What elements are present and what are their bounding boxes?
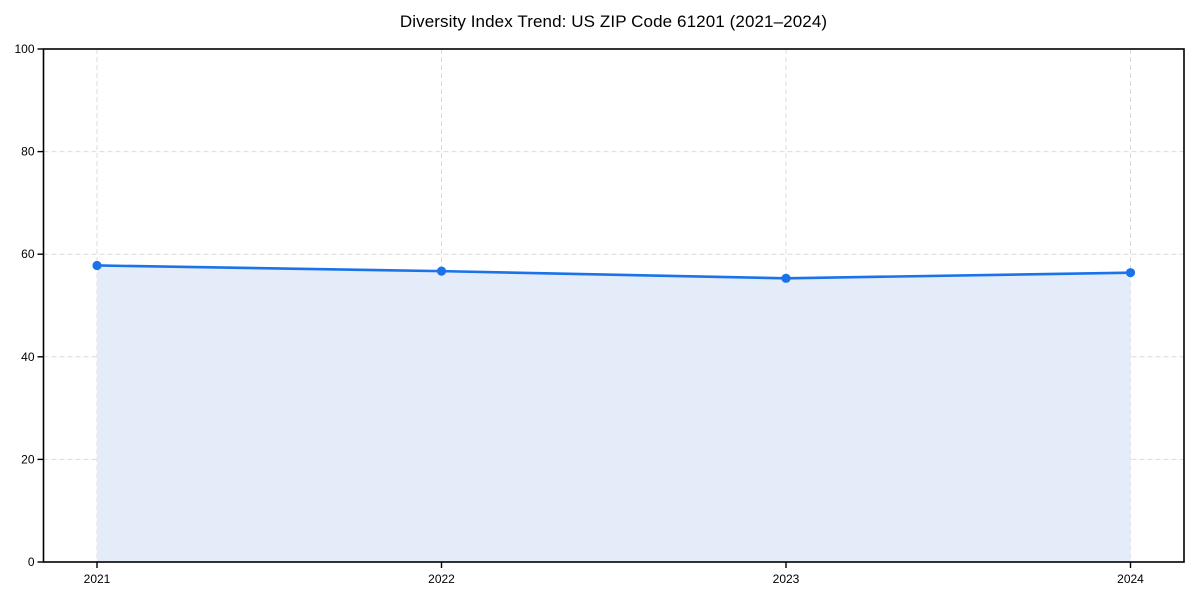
x-tick-label: 2023 bbox=[773, 572, 800, 586]
area-fill bbox=[97, 265, 1131, 562]
y-tick-label: 20 bbox=[21, 452, 35, 466]
y-tick-label: 40 bbox=[21, 350, 35, 364]
x-tick-label: 2021 bbox=[84, 572, 111, 586]
y-tick-label: 60 bbox=[21, 247, 35, 261]
plot-border bbox=[42, 48, 1185, 563]
data-point-marker bbox=[781, 273, 791, 283]
y-tick-label: 0 bbox=[28, 555, 35, 569]
trend-line bbox=[95, 264, 1132, 280]
data-point-marker bbox=[436, 266, 447, 276]
y-tick-label: 80 bbox=[21, 145, 35, 159]
data-point-marker bbox=[1125, 268, 1136, 278]
x-tick-label: 2022 bbox=[428, 572, 455, 586]
chart-title: Diversity Index Trend: US ZIP Code 61201… bbox=[399, 12, 828, 31]
y-tick-label: 100 bbox=[14, 42, 34, 56]
x-tick-label: 2024 bbox=[1117, 572, 1144, 586]
data-point-marker bbox=[92, 260, 102, 271]
